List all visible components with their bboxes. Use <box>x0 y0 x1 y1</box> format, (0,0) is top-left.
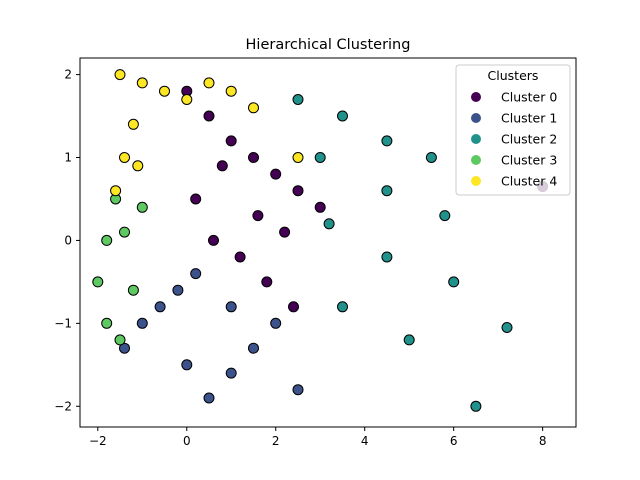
cluster-3-point <box>101 317 113 329</box>
cluster-0-point <box>270 168 282 180</box>
cluster-4-point <box>203 77 215 89</box>
cluster-1-point <box>154 301 166 313</box>
x-tick-label: 4 <box>361 434 369 448</box>
cluster-2-point <box>381 185 393 197</box>
cluster-4-point <box>225 85 237 97</box>
cluster-0-point <box>288 301 299 313</box>
cluster-0-point <box>314 201 326 213</box>
cluster-0-point <box>252 210 264 222</box>
cluster-0-point <box>279 226 291 238</box>
cluster-3-point <box>114 334 126 346</box>
cluster-2-point <box>314 152 326 163</box>
cluster-0-point <box>292 185 304 197</box>
cluster-4-point <box>127 118 139 130</box>
x-axis: −2 0 2 4 6 8 <box>89 427 547 448</box>
cluster-0-point <box>203 110 215 122</box>
cluster-2-point <box>425 152 437 163</box>
legend-marker <box>471 134 481 144</box>
cluster-4-point <box>159 85 170 97</box>
cluster-1-point <box>203 392 215 404</box>
cluster-3-point <box>92 276 104 288</box>
cluster-3-point <box>119 226 130 238</box>
legend-label: Cluster 3 <box>501 153 557 168</box>
cluster-2-point <box>381 251 393 263</box>
cluster-0-point <box>208 234 219 246</box>
cluster-1-point <box>225 301 237 313</box>
cluster-2-point <box>501 322 513 333</box>
cluster-1-point <box>181 359 193 371</box>
cluster-3-point <box>101 234 113 246</box>
cluster-1-point <box>172 284 184 296</box>
legend: Clusters Cluster 0 Cluster 1 Cluster 2 Clus… <box>455 64 571 196</box>
cluster-2-point <box>323 218 335 230</box>
cluster-4-point <box>181 94 193 105</box>
legend-marker <box>471 92 481 102</box>
cluster-2-point <box>403 334 415 346</box>
x-tick-label: 2 <box>272 434 280 448</box>
cluster-4-point <box>114 69 126 81</box>
cluster-1-point <box>270 317 282 329</box>
cluster-1-point <box>190 268 202 280</box>
cluster-2-point <box>292 94 304 105</box>
cluster-1-point <box>225 367 237 379</box>
legend-label: Cluster 2 <box>501 132 557 147</box>
plot-area <box>92 69 549 412</box>
axes-frame <box>79 57 577 428</box>
cluster-4-point <box>132 160 144 172</box>
legend-marker <box>471 155 481 165</box>
x-tick-label: 0 <box>183 434 191 448</box>
y-tick-label: 2 <box>64 68 72 82</box>
y-tick-label: −1 <box>54 316 72 330</box>
cluster-0-point <box>261 276 273 288</box>
legend-box <box>455 64 571 196</box>
cluster-1-point <box>292 384 304 396</box>
cluster-2-point <box>470 400 482 412</box>
cluster-2-point <box>337 110 348 122</box>
x-tick-label: 6 <box>450 434 458 448</box>
legend-title: Clusters <box>488 68 539 83</box>
cluster-2-point <box>439 210 451 222</box>
cluster-2-point <box>337 301 348 313</box>
cluster-0-point <box>248 152 259 163</box>
chart-title: Hierarchical Clustering <box>246 37 411 53</box>
legend-marker <box>471 176 481 186</box>
cluster-3-point <box>136 201 148 213</box>
cluster-3-point <box>127 284 139 296</box>
cluster-4-point <box>119 152 130 163</box>
cluster-4-point <box>292 152 304 163</box>
legend-label: Cluster 4 <box>501 174 557 189</box>
cluster-1-point <box>248 342 259 354</box>
cluster-4-point <box>136 77 148 89</box>
cluster-0-point <box>225 135 237 147</box>
cluster-1-point <box>136 317 148 329</box>
y-axis: −2 −1 0 1 2 <box>54 68 80 413</box>
y-tick-label: 0 <box>64 233 72 247</box>
legend-label: Cluster 1 <box>501 111 557 126</box>
cluster-0-point <box>216 160 228 172</box>
cluster-2-point <box>448 276 460 288</box>
cluster-4-point <box>248 102 259 114</box>
cluster-4-point <box>110 185 122 197</box>
legend-marker <box>471 113 481 123</box>
x-tick-label: 8 <box>539 434 547 448</box>
cluster-2-point <box>381 135 393 147</box>
cluster-0-point <box>234 251 246 263</box>
y-tick-label: 1 <box>64 151 72 165</box>
x-tick-label: −2 <box>89 434 107 448</box>
legend-label: Cluster 0 <box>501 90 557 105</box>
y-tick-label: −2 <box>54 399 72 413</box>
cluster-0-point <box>190 193 202 205</box>
cluster-1-point <box>119 342 130 354</box>
